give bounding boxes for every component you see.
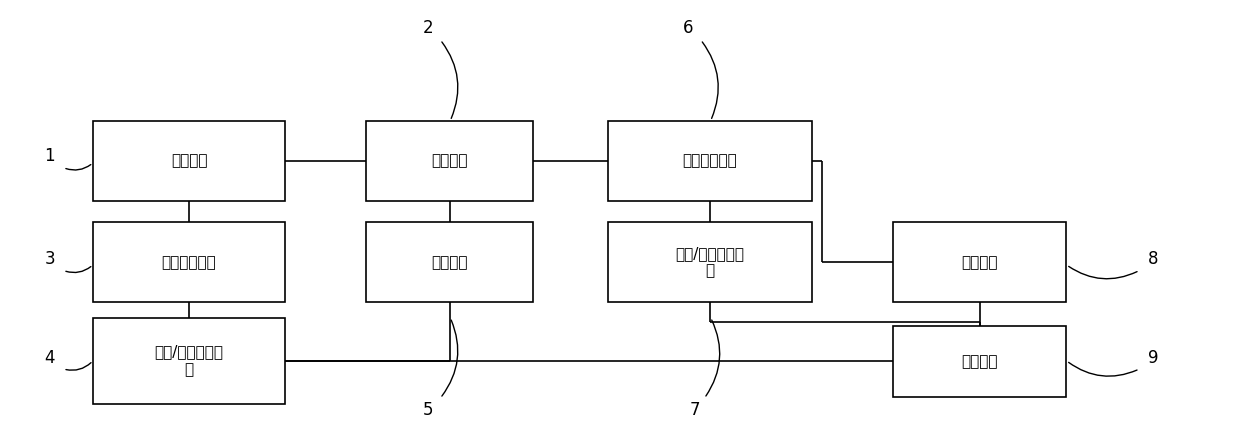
Text: 3: 3 [45, 250, 55, 268]
Text: 母线电源: 母线电源 [171, 153, 207, 168]
Text: 2: 2 [423, 19, 433, 37]
Bar [93, 222, 285, 302]
Bar [366, 121, 533, 201]
Bar [893, 326, 1066, 397]
Text: 5: 5 [423, 400, 433, 419]
Text: 4: 4 [45, 349, 55, 367]
Text: 7: 7 [689, 400, 699, 419]
Text: 过流/短路保护模
块: 过流/短路保护模 块 [676, 246, 744, 279]
Text: 8: 8 [1148, 250, 1158, 268]
Bar [608, 222, 812, 302]
Bar [366, 222, 533, 302]
Text: 9: 9 [1148, 349, 1158, 367]
Text: 显示模块: 显示模块 [961, 255, 998, 270]
Text: 6: 6 [683, 19, 693, 37]
Text: 驱动模块: 驱动模块 [432, 255, 467, 270]
Bar [608, 121, 812, 201]
Text: 1: 1 [45, 147, 55, 165]
Text: 报警模块: 报警模块 [961, 354, 998, 369]
Text: 接通/关断控制模
块: 接通/关断控制模 块 [155, 345, 223, 377]
Bar [893, 222, 1066, 302]
Text: 电流采集模块: 电流采集模块 [682, 153, 738, 168]
Text: 开关模块: 开关模块 [432, 153, 467, 168]
Bar [93, 318, 285, 404]
Text: 辅助供电模块: 辅助供电模块 [161, 255, 217, 270]
Bar [93, 121, 285, 201]
